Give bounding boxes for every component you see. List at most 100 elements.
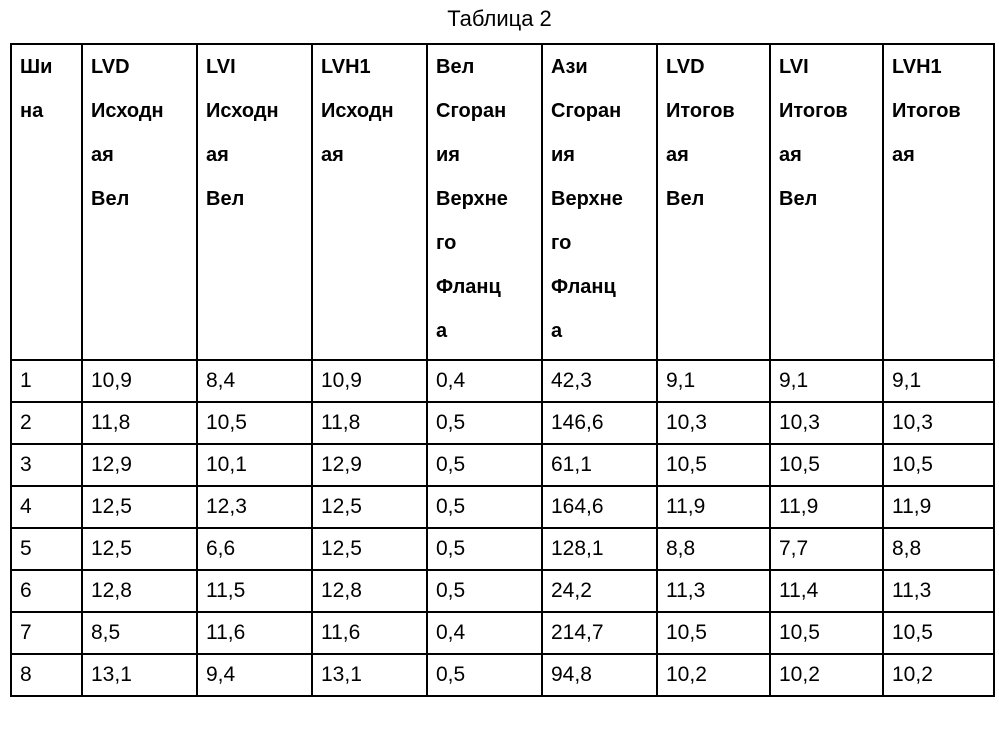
column-header-line: LVD xyxy=(91,45,196,89)
table-cell: 12,9 xyxy=(82,444,197,486)
table-cell: 10,5 xyxy=(657,444,770,486)
table-cell: 12,8 xyxy=(312,570,427,612)
table-cell: 11,6 xyxy=(312,612,427,654)
table-cell: 7,7 xyxy=(770,528,883,570)
table-cell: 10,3 xyxy=(657,402,770,444)
table-cell: 6,6 xyxy=(197,528,312,570)
table-cell: 11,4 xyxy=(770,570,883,612)
table-cell: 8,8 xyxy=(883,528,994,570)
table-cell: 3 xyxy=(11,444,82,486)
column-header-line: Верхне xyxy=(436,177,541,221)
header-row: ШинаLVDИсходнаяВелLVIИсходнаяВелLVH1Исхо… xyxy=(11,44,994,360)
column-header-line: LVH1 xyxy=(321,45,426,89)
column-header-line: LVD xyxy=(666,45,769,89)
column-header: LVDИсходнаяВел xyxy=(82,44,197,360)
table-cell: 24,2 xyxy=(542,570,657,612)
table-cell: 9,1 xyxy=(883,360,994,402)
table-cell: 11,6 xyxy=(197,612,312,654)
table-cell: 12,5 xyxy=(82,486,197,528)
table-cell: 0,4 xyxy=(427,612,542,654)
column-header-line: ая xyxy=(91,133,196,177)
column-header-line: Итогов xyxy=(779,89,882,133)
table-cell: 13,1 xyxy=(312,654,427,696)
table-cell: 9,4 xyxy=(197,654,312,696)
table-cell: 128,1 xyxy=(542,528,657,570)
table-cell: 12,5 xyxy=(312,528,427,570)
table-row: 512,56,612,50,5128,18,87,78,8 xyxy=(11,528,994,570)
table-cell: 6 xyxy=(11,570,82,612)
table-cell: 0,5 xyxy=(427,486,542,528)
table-cell: 10,1 xyxy=(197,444,312,486)
table-cell: 10,9 xyxy=(312,360,427,402)
column-header-line: а xyxy=(436,309,541,353)
column-header-line: Итогов xyxy=(892,89,993,133)
table-cell: 9,1 xyxy=(657,360,770,402)
column-header: LVDИтоговаяВел xyxy=(657,44,770,360)
column-header-line: го xyxy=(436,221,541,265)
table-cell: 0,5 xyxy=(427,654,542,696)
table-row: 211,810,511,80,5146,610,310,310,3 xyxy=(11,402,994,444)
table-cell: 11,5 xyxy=(197,570,312,612)
table-cell: 4 xyxy=(11,486,82,528)
table-cell: 8 xyxy=(11,654,82,696)
column-header-line: Исходн xyxy=(206,89,311,133)
column-header-line: Вел xyxy=(436,45,541,89)
column-header-line: Вел xyxy=(779,177,882,221)
column-header: LVH1Итоговая xyxy=(883,44,994,360)
table-cell: 10,3 xyxy=(883,402,994,444)
table-cell: 10,2 xyxy=(883,654,994,696)
table-cell: 8,8 xyxy=(657,528,770,570)
column-header-line: Исходн xyxy=(91,89,196,133)
column-header: LVIИтоговаяВел xyxy=(770,44,883,360)
column-header-line: Исходн xyxy=(321,89,426,133)
column-header-line: ая xyxy=(206,133,311,177)
column-header: LVH1Исходная xyxy=(312,44,427,360)
table-cell: 11,9 xyxy=(770,486,883,528)
table-cell: 11,3 xyxy=(883,570,994,612)
table-cell: 12,9 xyxy=(312,444,427,486)
table-cell: 7 xyxy=(11,612,82,654)
table-cell: 42,3 xyxy=(542,360,657,402)
table-cell: 11,8 xyxy=(82,402,197,444)
table-title: Таблица 2 xyxy=(0,6,999,32)
table-cell: 10,9 xyxy=(82,360,197,402)
table-cell: 10,5 xyxy=(770,612,883,654)
table-cell: 5 xyxy=(11,528,82,570)
table-cell: 12,5 xyxy=(82,528,197,570)
table-row: 312,910,112,90,561,110,510,510,5 xyxy=(11,444,994,486)
table-cell: 164,6 xyxy=(542,486,657,528)
data-table: ШинаLVDИсходнаяВелLVIИсходнаяВелLVH1Исхо… xyxy=(10,43,995,697)
table-cell: 10,2 xyxy=(770,654,883,696)
table-cell: 146,6 xyxy=(542,402,657,444)
column-header-line: ая xyxy=(892,133,993,177)
table-cell: 10,5 xyxy=(657,612,770,654)
table-row: 813,19,413,10,594,810,210,210,2 xyxy=(11,654,994,696)
table-cell: 13,1 xyxy=(82,654,197,696)
table-row: 412,512,312,50,5164,611,911,911,9 xyxy=(11,486,994,528)
table-cell: 12,8 xyxy=(82,570,197,612)
column-header-line: на xyxy=(20,89,81,133)
column-header: ВелСгоранияВерхнегоФланца xyxy=(427,44,542,360)
column-header-line: ая xyxy=(666,133,769,177)
table-cell: 10,5 xyxy=(883,612,994,654)
table-cell: 0,5 xyxy=(427,528,542,570)
table-cell: 10,5 xyxy=(770,444,883,486)
column-header-line: Вел xyxy=(206,177,311,221)
table-cell: 0,5 xyxy=(427,444,542,486)
column-header: Шина xyxy=(11,44,82,360)
column-header-line: LVI xyxy=(206,45,311,89)
table-cell: 0,5 xyxy=(427,570,542,612)
table-cell: 10,5 xyxy=(197,402,312,444)
table-cell: 1 xyxy=(11,360,82,402)
column-header-line: LVI xyxy=(779,45,882,89)
column-header: LVIИсходнаяВел xyxy=(197,44,312,360)
column-header: АзиСгоранияВерхнегоФланца xyxy=(542,44,657,360)
table-cell: 0,5 xyxy=(427,402,542,444)
table-cell: 11,9 xyxy=(657,486,770,528)
table-body: 110,98,410,90,442,39,19,19,1211,810,511,… xyxy=(11,360,994,696)
column-header-line: ая xyxy=(321,133,426,177)
table-cell: 8,4 xyxy=(197,360,312,402)
table-cell: 12,3 xyxy=(197,486,312,528)
column-header-line: Ази xyxy=(551,45,656,89)
column-header-line: Вел xyxy=(91,177,196,221)
